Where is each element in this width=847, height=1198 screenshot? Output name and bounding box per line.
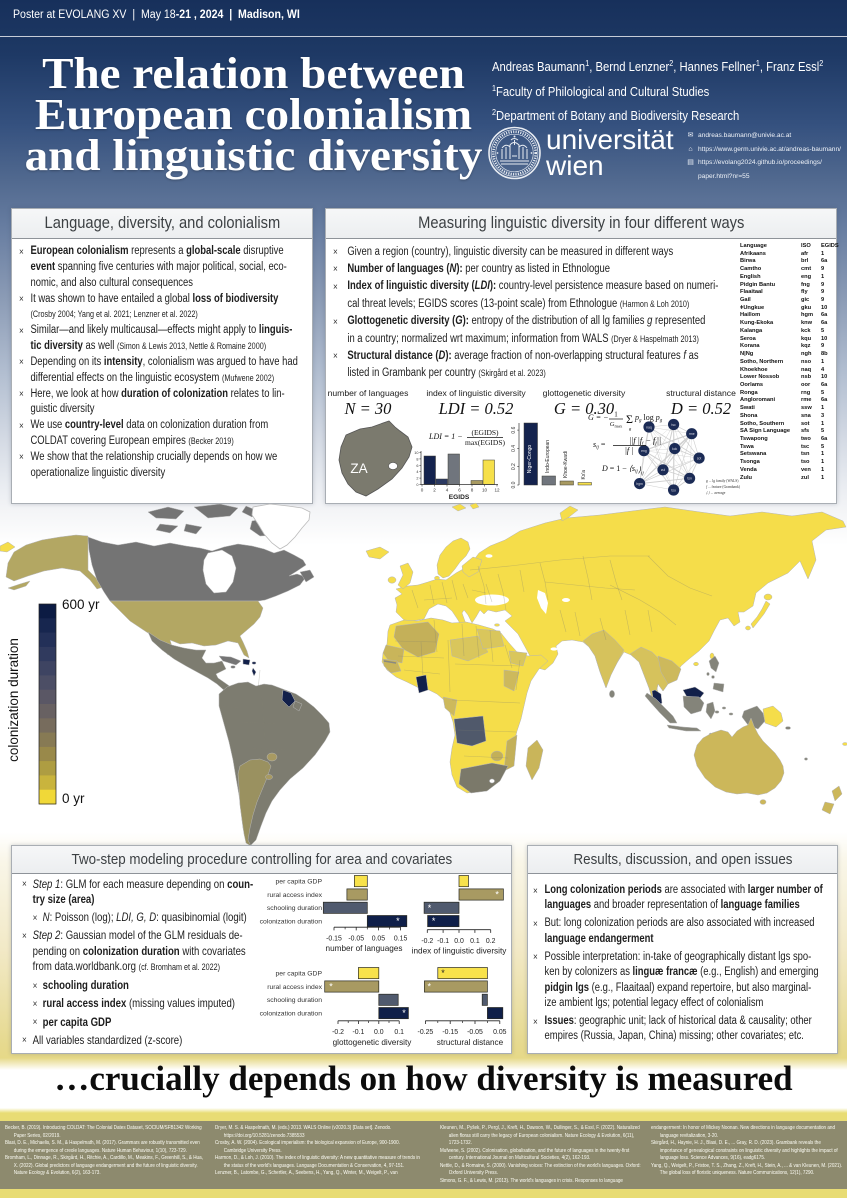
svg-text:0.4: 0.4 xyxy=(511,445,517,452)
svg-text:zul: zul xyxy=(661,468,666,472)
svg-text:-0.05: -0.05 xyxy=(467,1029,483,1036)
svg-text:0.05: 0.05 xyxy=(493,1029,507,1036)
svg-text:per capita GDP: per capita GDP xyxy=(276,878,323,885)
svg-text:8: 8 xyxy=(416,457,418,461)
svg-text:eng: eng xyxy=(641,449,647,453)
svg-text:0.6: 0.6 xyxy=(511,426,517,433)
svg-text:number of languages: number of languages xyxy=(326,944,403,953)
svg-text:Niger-Congo: Niger-Congo xyxy=(527,445,533,474)
svg-text:rural access index: rural access index xyxy=(267,984,322,991)
svg-text:1: 1 xyxy=(614,411,618,419)
svg-text:LDI = 1 −: LDI = 1 − xyxy=(428,432,463,441)
svg-text:10: 10 xyxy=(414,451,418,455)
svg-text:schooling duration: schooling duration xyxy=(267,905,322,912)
svg-text:0.1: 0.1 xyxy=(470,938,480,945)
svg-text:0.0: 0.0 xyxy=(454,938,464,945)
svg-text:12: 12 xyxy=(494,488,500,493)
svg-text:pg log pg: pg log pg xyxy=(634,413,663,424)
svg-text:structural distance: structural distance xyxy=(437,1038,504,1047)
svg-text:D = 0.52: D = 0.52 xyxy=(670,399,731,418)
svg-text:*: * xyxy=(432,916,436,926)
svg-text:-0.05: -0.05 xyxy=(348,936,364,943)
svg-text:-0.2: -0.2 xyxy=(332,1029,344,1036)
svg-text:0.1: 0.1 xyxy=(394,1029,404,1036)
svg-text:Gmax: Gmax xyxy=(610,421,623,429)
svg-text:index of linguistic diversity: index of linguistic diversity xyxy=(412,947,508,956)
svg-text:-0.15: -0.15 xyxy=(442,1029,458,1036)
svg-text:*: * xyxy=(402,1008,406,1018)
svg-text:schooling duration: schooling duration xyxy=(267,997,322,1004)
svg-text:LDI = 0.52: LDI = 0.52 xyxy=(438,399,514,418)
svg-text:8: 8 xyxy=(471,488,474,493)
svg-text:-0.1: -0.1 xyxy=(352,1029,364,1036)
svg-text:6: 6 xyxy=(416,464,418,468)
svg-text:-0.2: -0.2 xyxy=(421,938,433,945)
svg-text:rural access index: rural access index xyxy=(267,892,322,899)
svg-text:*: * xyxy=(428,903,432,913)
svg-text:glottogenetic diversity: glottogenetic diversity xyxy=(543,388,626,398)
svg-text:6: 6 xyxy=(458,488,461,493)
svg-text:Khoe-Kwadi: Khoe-Kwadi xyxy=(563,451,569,478)
svg-text:glottogenetic diversity: glottogenetic diversity xyxy=(333,1038,413,1047)
svg-text:sot: sot xyxy=(697,456,702,460)
svg-text:2: 2 xyxy=(416,477,418,481)
svg-text:number of languages: number of languages xyxy=(328,388,409,398)
svg-text:G = 0.30: G = 0.30 xyxy=(554,399,615,418)
svg-text:colonization duration: colonization duration xyxy=(260,1010,323,1017)
svg-text:4: 4 xyxy=(416,470,418,474)
svg-text:tsc: tsc xyxy=(671,423,676,427)
svg-text:Σ: Σ xyxy=(626,412,633,426)
svg-text:per capita GDP: per capita GDP xyxy=(276,970,323,977)
svg-text:*: * xyxy=(427,982,431,992)
svg-text:-0.25: -0.25 xyxy=(418,1029,434,1036)
svg-text:EGIDS: EGIDS xyxy=(449,494,470,501)
svg-text:max(EGIDS): max(EGIDS) xyxy=(465,438,505,447)
svg-text:D = 1 − ⟨sij⟩ij: D = 1 − ⟨sij⟩ij xyxy=(601,464,644,476)
svg-text:0: 0 xyxy=(416,483,418,487)
svg-text:⟨.⟩ ... average: ⟨.⟩ ... average xyxy=(706,491,726,495)
svg-text:g: g xyxy=(629,426,632,431)
svg-text:*: * xyxy=(396,916,400,926)
svg-text:0.15: 0.15 xyxy=(394,936,408,943)
svg-text:tsn: tsn xyxy=(687,477,692,481)
svg-text:|f |: |f | xyxy=(625,446,634,455)
svg-text:Kx'a: Kx'a xyxy=(581,470,587,480)
svg-text:rme: rme xyxy=(689,432,695,436)
svg-text:g ... lg family (WALS): g ... lg family (WALS) xyxy=(706,479,739,483)
svg-text:||f |fi − fj||: ||f |fi − fj|| xyxy=(629,436,661,447)
svg-text:colonization duration: colonization duration xyxy=(260,918,323,925)
svg-text:tso: tso xyxy=(671,488,676,492)
svg-text:Indo-European: Indo-European xyxy=(545,440,551,473)
svg-text:f ... feature (Grambank): f ... feature (Grambank) xyxy=(706,485,741,489)
svg-text:(EGIDS): (EGIDS) xyxy=(471,428,499,437)
svg-text:-0.15: -0.15 xyxy=(326,936,342,943)
svg-text:0.0: 0.0 xyxy=(511,481,517,488)
svg-text:0.2: 0.2 xyxy=(511,463,517,470)
svg-text:*: * xyxy=(329,982,333,992)
svg-text:*: * xyxy=(441,968,445,978)
svg-text:structural distance: structural distance xyxy=(666,388,736,398)
svg-text:0: 0 xyxy=(421,488,424,493)
svg-text:naq: naq xyxy=(646,425,652,429)
svg-text:0.05: 0.05 xyxy=(372,936,386,943)
svg-text:*: * xyxy=(495,890,499,900)
svg-text:sij =: sij = xyxy=(593,440,606,451)
svg-text:10: 10 xyxy=(482,488,488,493)
svg-text:-0.1: -0.1 xyxy=(437,938,449,945)
svg-text:kck: kck xyxy=(672,447,677,451)
svg-text:0.0: 0.0 xyxy=(374,1029,384,1036)
svg-text:N = 30: N = 30 xyxy=(344,399,393,418)
svg-text:G = −: G = − xyxy=(588,413,609,422)
svg-text:0.2: 0.2 xyxy=(486,938,496,945)
svg-text:2: 2 xyxy=(433,488,436,493)
svg-text:hgm: hgm xyxy=(636,482,643,486)
svg-text:index of linguistic diversity: index of linguistic diversity xyxy=(426,388,526,398)
svg-text:ZA: ZA xyxy=(350,461,367,476)
svg-text:4: 4 xyxy=(446,488,449,493)
